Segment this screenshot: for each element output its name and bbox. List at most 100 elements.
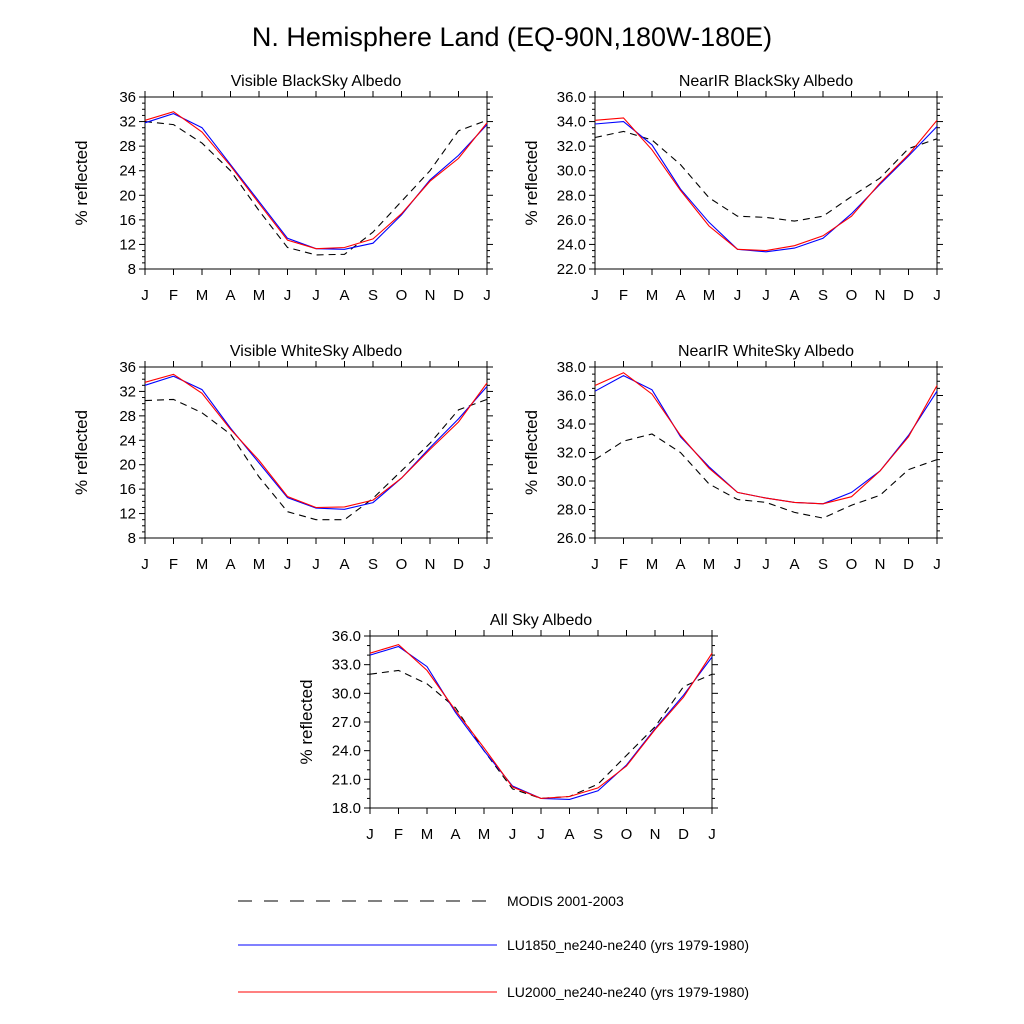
y-tick-label: 28 [119, 138, 136, 155]
chart-panel-4: NearIR WhiteSky Albedo % reflected 26.0 28.… [522, 343, 943, 573]
y-tick-label: 36 [119, 359, 136, 376]
chart-panel-1: Visible BlackSky Albedo % reflected 8 12 16 2… [72, 73, 493, 304]
x-tick-label: D [678, 826, 689, 843]
x-tick-label: S [368, 287, 378, 304]
series-line-2 [594, 374, 938, 505]
y-tick-label: 32.0 [557, 445, 586, 462]
y-tick-label: 28.0 [557, 502, 586, 519]
chart-panel-2: NearIR BlackSky Albedo % reflected 22.0 24.… [522, 73, 943, 304]
x-tick-label: F [169, 556, 178, 573]
x-tick-label: A [789, 556, 799, 573]
chart-panels: Visible BlackSky Albedo % reflected 8 12 16 2… [72, 73, 943, 843]
y-tick-label: 8 [128, 530, 136, 547]
x-tick-label: J [734, 287, 742, 304]
x-tick-label: F [619, 287, 628, 304]
x-tick-label: J [509, 826, 517, 843]
chart-panel-3: Visible WhiteSky Albedo % reflected 8 12 16 2… [72, 343, 493, 573]
y-tick-label: 30.0 [557, 473, 586, 490]
x-tick-label: J [284, 287, 292, 304]
y-tick-label: 24 [119, 163, 136, 180]
series-line-1 [144, 398, 488, 521]
y-tick-label: 36.0 [557, 388, 586, 405]
y-tick-label: 36.0 [557, 89, 586, 106]
plot-frame [144, 96, 488, 270]
x-tick-label: N [650, 826, 661, 843]
series-line-3 [594, 117, 938, 252]
x-tick-label: F [169, 287, 178, 304]
x-tick-label: S [818, 556, 828, 573]
series-line-3 [144, 111, 488, 250]
y-tick-label: 24 [119, 432, 136, 449]
x-tick-label: A [225, 287, 235, 304]
y-tick-label: 30.0 [557, 163, 586, 180]
y-axis-label: % reflected [72, 410, 91, 495]
x-tick-label: A [339, 556, 349, 573]
y-tick-label: 16 [119, 212, 136, 229]
series-line-3 [369, 643, 713, 799]
series-line-1 [594, 130, 938, 222]
series-line-3 [144, 373, 488, 509]
legend-label-3: LU2000_ne240-ne240 (yrs 1979-1980) [507, 984, 749, 1000]
x-tick-label: J [762, 556, 770, 573]
series-line-1 [594, 433, 938, 519]
x-tick-label: J [141, 287, 149, 304]
x-tick-label: J [483, 287, 491, 304]
x-tick-label: J [141, 556, 149, 573]
y-axis-label: % reflected [522, 140, 541, 225]
y-tick-label: 20 [119, 457, 136, 474]
x-tick-label: D [903, 287, 914, 304]
x-tick-label: A [789, 287, 799, 304]
y-tick-label: 28 [119, 408, 136, 425]
x-tick-label: J [591, 287, 599, 304]
y-tick-label: 12 [119, 236, 136, 253]
x-tick-label: N [425, 556, 436, 573]
y-axis-label: % reflected [72, 140, 91, 225]
x-tick-label: D [453, 287, 464, 304]
y-tick-label: 36 [119, 89, 136, 106]
x-tick-label: M [703, 556, 716, 573]
x-tick-label: J [933, 287, 941, 304]
chart-title: Visible BlackSky Albedo [231, 73, 402, 90]
x-tick-label: J [591, 556, 599, 573]
chart-title: NearIR BlackSky Albedo [679, 73, 853, 90]
x-tick-label: O [621, 826, 633, 843]
series-line-1 [369, 669, 713, 799]
chart-title: Visible WhiteSky Albedo [230, 343, 402, 360]
x-tick-label: F [394, 826, 403, 843]
y-tick-label: 24.0 [557, 236, 586, 253]
x-tick-label: O [846, 287, 858, 304]
x-tick-label: J [483, 556, 491, 573]
x-tick-label: N [425, 287, 436, 304]
chart-panel-5: All Sky Albedo % reflected 18.0 21.0 24.0 27.… [297, 612, 718, 843]
y-tick-label: 26.0 [557, 212, 586, 229]
x-tick-label: A [675, 287, 685, 304]
y-tick-label: 22.0 [557, 261, 586, 278]
x-tick-label: M [196, 287, 209, 304]
y-tick-label: 21.0 [332, 771, 361, 788]
legend-label-2: LU1850_ne240-ne240 (yrs 1979-1980) [507, 937, 749, 953]
plot-frame [144, 366, 488, 539]
x-tick-label: O [396, 556, 408, 573]
x-tick-label: A [675, 556, 685, 573]
y-tick-label: 34.0 [557, 416, 586, 433]
y-tick-label: 24.0 [332, 743, 361, 760]
y-tick-label: 34.0 [557, 114, 586, 131]
x-tick-label: M [196, 556, 209, 573]
y-axis-label: % reflected [522, 410, 541, 495]
x-tick-label: M [703, 287, 716, 304]
x-tick-label: J [933, 556, 941, 573]
x-tick-label: J [708, 826, 716, 843]
x-tick-label: J [312, 287, 320, 304]
x-tick-label: S [368, 556, 378, 573]
y-axis-label: % reflected [297, 679, 316, 764]
x-tick-label: J [762, 287, 770, 304]
x-tick-label: J [312, 556, 320, 573]
y-tick-label: 36.0 [332, 628, 361, 645]
series-line-2 [594, 121, 938, 253]
y-tick-label: 33.0 [332, 657, 361, 674]
legend: MODIS 2001-2003 LU1850_ne240-ne240 (yrs 1… [238, 893, 749, 1000]
x-tick-label: J [366, 826, 374, 843]
plot-frame [594, 96, 938, 270]
x-tick-label: N [875, 287, 886, 304]
x-tick-label: M [646, 287, 659, 304]
